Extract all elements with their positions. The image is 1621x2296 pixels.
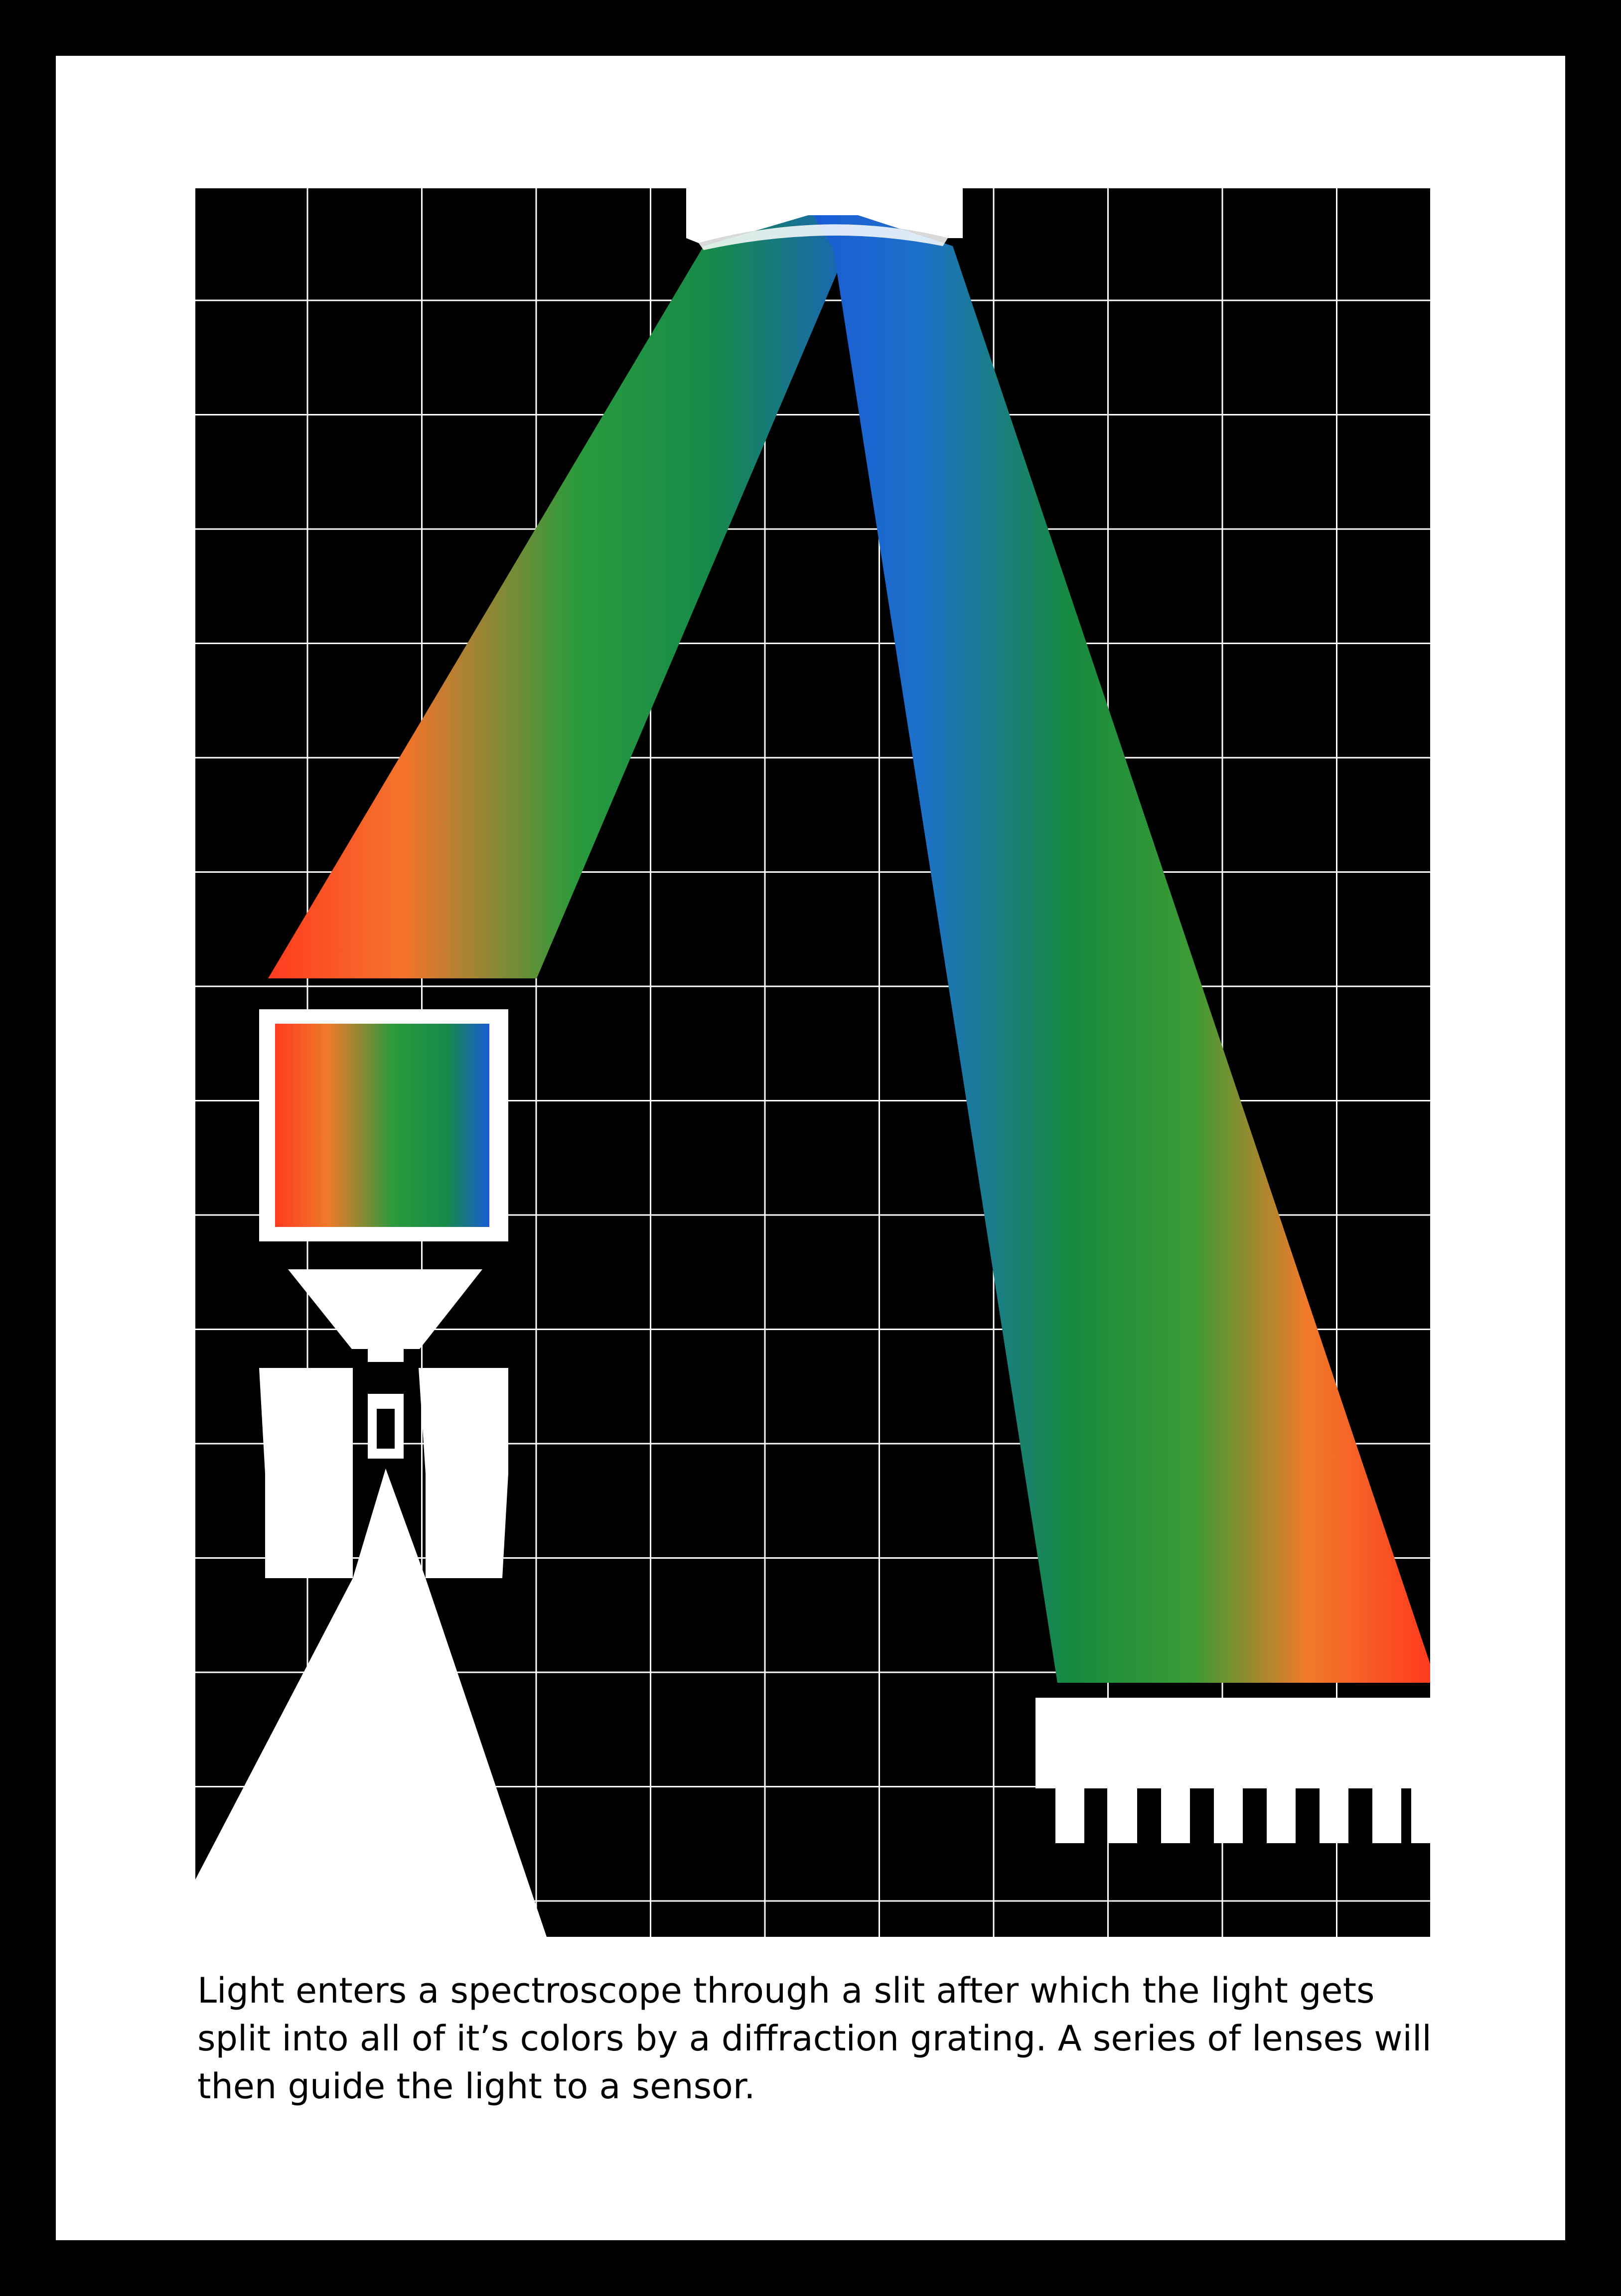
- sensor-image: [275, 1024, 489, 1227]
- slit-block-right: [419, 1368, 508, 1578]
- sensor-comb-icon: [1035, 1698, 1430, 1843]
- slit-block-left: [259, 1368, 353, 1578]
- slit-opening: [377, 1409, 395, 1449]
- slit-aperture: [699, 224, 948, 250]
- spectrum-beam-right: [813, 215, 1430, 1683]
- spectrum-beam-left: [268, 215, 885, 978]
- spectroscope-illustration: [195, 188, 1430, 1937]
- caption-text: Light enters a spectroscope through a sl…: [197, 1970, 1432, 2107]
- lamp-cone-icon: [195, 1469, 547, 1937]
- illustration-svg: [195, 188, 1430, 1937]
- lens-funnel-icon: [288, 1269, 482, 1349]
- lens-neck: [368, 1349, 404, 1362]
